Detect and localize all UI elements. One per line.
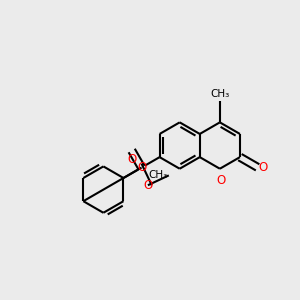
Text: O: O [127,154,136,166]
Text: CH₃: CH₃ [210,88,230,98]
Text: O: O [137,161,146,174]
Text: O: O [143,179,153,192]
Text: O: O [217,174,226,187]
Text: O: O [259,161,268,174]
Text: CH₃: CH₃ [149,170,168,180]
